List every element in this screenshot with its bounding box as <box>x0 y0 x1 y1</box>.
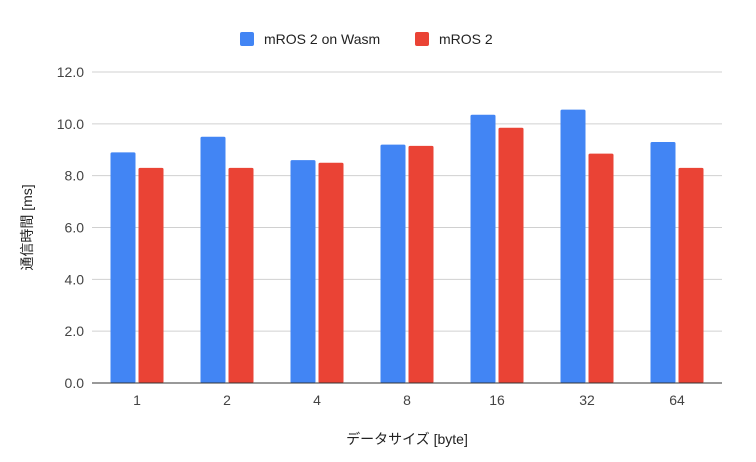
bar-mros2 <box>588 153 614 383</box>
x-tick-label: 2 <box>223 392 231 408</box>
bar-mros2 <box>318 162 344 383</box>
x-tick-label: 8 <box>403 392 411 408</box>
x-axis-label: データサイズ [byte] <box>346 431 468 447</box>
y-axis-ticks: 0.0 2.0 4.0 6.0 8.0 10.0 12.0 <box>57 64 84 391</box>
bar-mros2-on-wasm <box>380 144 406 383</box>
bar-mros2-on-wasm <box>110 152 136 383</box>
bar-mros2-on-wasm <box>290 160 316 383</box>
x-tick-label: 1 <box>133 392 141 408</box>
y-tick-label: 12.0 <box>57 64 84 80</box>
y-axis-label: 通信時間 [ms] <box>19 184 35 270</box>
bar-mros2-on-wasm <box>200 136 226 383</box>
legend-label: mROS 2 on Wasm <box>264 31 380 47</box>
bar-mros2 <box>408 145 434 383</box>
x-tick-label: 4 <box>313 392 321 408</box>
bar-mros2-on-wasm <box>470 114 496 383</box>
legend-swatch <box>240 32 254 46</box>
x-tick-label: 32 <box>579 392 595 408</box>
x-axis-ticks: 1 2 4 8 16 32 64 <box>133 392 685 408</box>
y-tick-label: 4.0 <box>65 271 85 287</box>
y-tick-label: 6.0 <box>65 220 85 236</box>
legend-swatch <box>415 32 429 46</box>
bars <box>110 109 704 384</box>
y-tick-label: 2.0 <box>65 323 85 339</box>
y-tick-label: 8.0 <box>65 168 85 184</box>
bar-mros2-on-wasm <box>650 141 676 383</box>
bar-mros2-on-wasm <box>560 109 586 384</box>
y-tick-label: 10.0 <box>57 116 84 132</box>
gridlines <box>92 71 722 332</box>
x-tick-label: 64 <box>669 392 685 408</box>
y-tick-label: 0.0 <box>65 375 85 391</box>
legend-label: mROS 2 <box>439 31 493 47</box>
bar-mros2 <box>138 167 164 383</box>
bar-mros2 <box>498 127 524 384</box>
legend: mROS 2 on Wasm mROS 2 <box>240 31 493 47</box>
bar-mros2 <box>678 167 704 383</box>
x-tick-label: 16 <box>489 392 505 408</box>
bar-mros2 <box>228 167 254 383</box>
